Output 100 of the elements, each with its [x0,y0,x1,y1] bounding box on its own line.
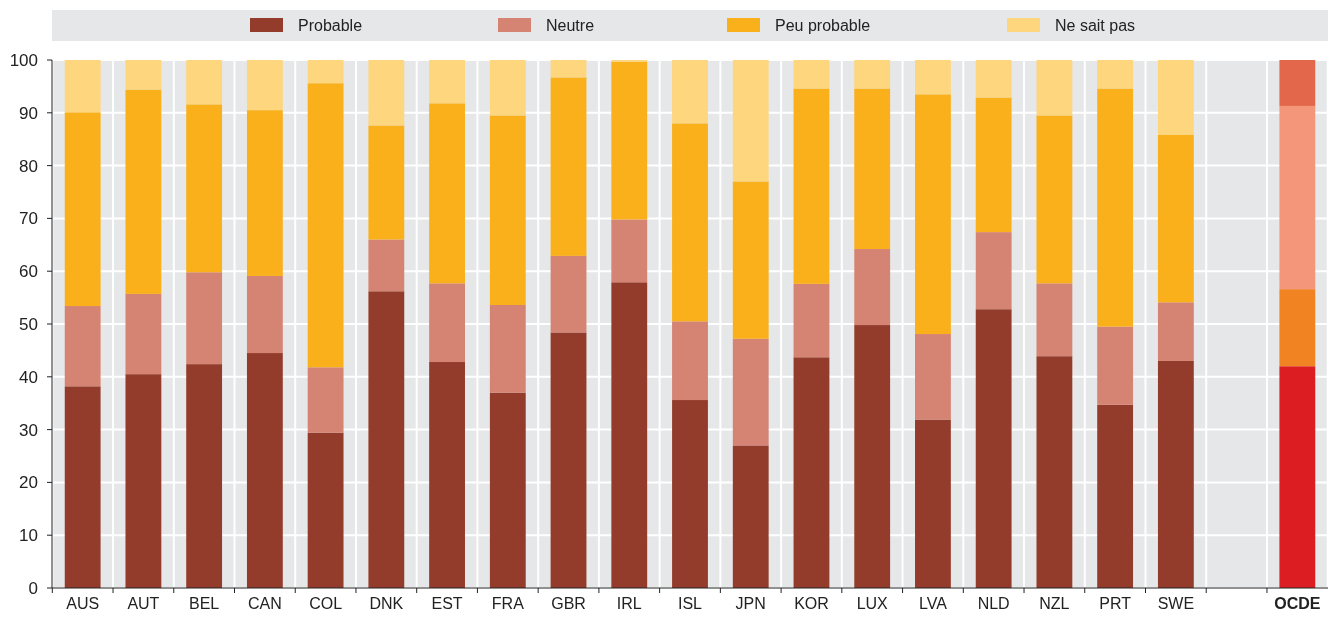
bar [1036,356,1073,588]
y-tick-label: 80 [19,156,38,176]
bar [125,60,162,90]
bar [611,219,648,283]
bar [489,304,526,393]
x-tick-label: NZL [1039,595,1070,612]
bar [975,309,1012,588]
bar [64,386,101,588]
bar [1097,88,1134,327]
bar [246,60,283,111]
x-tick-label: NLD [977,595,1010,612]
bar [429,103,465,284]
x-tick-label: KOR [794,595,829,612]
bar [672,321,708,401]
x-tick-label: SWE [1157,595,1195,612]
bar [125,293,162,375]
bar [611,61,648,220]
bar [64,112,101,307]
y-tick-label: 100 [9,50,38,70]
bar [854,88,891,250]
bar [125,89,162,294]
bar [186,60,223,105]
x-tick-label: ISL [677,595,703,612]
x-tick-label: AUT [127,595,160,612]
bar [368,125,405,240]
x-tick-label: AUS [66,595,100,612]
bar [186,364,223,588]
bar [307,83,344,368]
x-tick-label: IRL [616,595,642,612]
bar [246,275,283,354]
bar [672,400,708,588]
bar [1097,404,1134,588]
bar [1097,60,1134,89]
x-tick-label: PRT [1099,595,1132,612]
bar [550,60,587,78]
bar [793,357,830,588]
legend-label: Probable [298,16,363,34]
y-tick-label: 90 [19,103,38,123]
bar [489,392,526,588]
x-tick-label: COL [309,595,343,612]
y-tick-label: 50 [19,314,38,334]
bar [732,181,769,339]
x-tick-label: EST [431,595,463,612]
bar [64,60,101,113]
bar [489,60,526,116]
bar [1157,360,1194,588]
bar [732,338,769,446]
y-tick-label: 30 [19,420,38,440]
bar [429,362,465,588]
bar [368,239,405,292]
y-tick-label: 10 [19,526,38,546]
bar [489,115,526,305]
x-tick-label: JPN [735,595,766,612]
x-tick-label: OCDE [1274,595,1321,612]
bar [186,104,223,273]
bar [550,255,587,333]
bar [672,60,708,124]
bar [854,249,891,326]
bar [732,445,769,588]
y-tick-label: 60 [19,262,38,282]
bar [1036,115,1073,284]
bar [1157,60,1194,135]
bar [915,94,951,335]
bar [1279,105,1316,290]
y-tick-label: 40 [19,367,38,387]
bar [64,306,101,387]
bar [550,332,587,588]
bar [1036,283,1073,357]
bar [307,432,344,588]
bar [854,60,891,89]
bar [1279,289,1316,367]
bar [793,283,830,358]
legend-label: Ne sait pas [1055,16,1136,34]
legend-label: Peu probable [775,16,871,34]
bar [915,419,951,588]
bar [1036,60,1073,116]
bar [1279,366,1316,588]
bar [550,77,587,256]
bar [1097,326,1134,405]
x-tick-label: FRA [491,595,525,612]
bar [854,325,891,588]
x-tick-label: DNK [369,595,404,612]
x-tick-label: CAN [247,595,282,612]
bar [186,272,223,365]
bar [793,60,830,89]
bar [1279,60,1316,106]
bar [246,353,283,588]
x-tick-label: LUX [856,595,889,612]
x-tick-label: GBR [551,595,586,612]
bar [975,232,1012,310]
bar [125,374,162,588]
bar [307,367,344,433]
bar [1157,134,1194,303]
y-tick-label: 0 [28,578,38,598]
bar [915,334,951,420]
bar [1157,302,1194,361]
x-tick-label: BEL [189,595,220,612]
y-tick-label: 20 [19,473,38,493]
bar [672,123,708,322]
y-tick-label: 70 [19,209,38,229]
